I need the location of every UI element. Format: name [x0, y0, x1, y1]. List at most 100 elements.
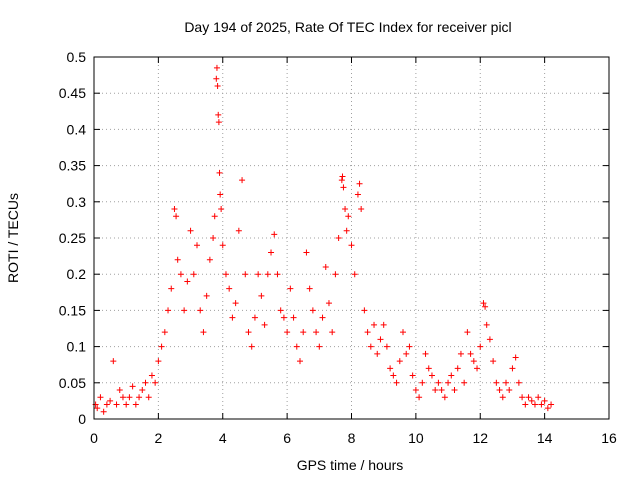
- data-point: [356, 180, 363, 187]
- data-point: [329, 329, 336, 336]
- data-point: [325, 300, 332, 307]
- data-point: [454, 365, 461, 372]
- data-point: [287, 285, 294, 292]
- data-point: [339, 173, 346, 180]
- x-tick-label: 0: [90, 430, 98, 446]
- data-point: [383, 343, 390, 350]
- data-point: [354, 191, 361, 198]
- data-point: [255, 271, 262, 278]
- data-point: [409, 372, 416, 379]
- data-point: [306, 285, 313, 292]
- data-point: [482, 303, 489, 310]
- data-point: [470, 358, 477, 365]
- data-point: [400, 329, 406, 336]
- data-point: [251, 314, 258, 321]
- data-point: [548, 401, 555, 408]
- data-point: [490, 358, 497, 365]
- data-point: [374, 350, 381, 357]
- data-point: [544, 405, 551, 412]
- y-tick-label: 0.3: [67, 194, 87, 210]
- data-point: [215, 119, 222, 126]
- data-point: [496, 387, 503, 394]
- data-point: [177, 271, 184, 278]
- data-point: [206, 256, 213, 263]
- data-point: [232, 300, 239, 307]
- data-point: [393, 379, 400, 386]
- data-point: [200, 329, 207, 336]
- data-point: [332, 271, 339, 278]
- data-point: [219, 242, 226, 249]
- data-point: [351, 271, 358, 278]
- data-point: [271, 231, 278, 238]
- tick-labels: 0 2 4 6 8 10 12 14 16 0 0.05 0.1 0.15 0.2 0.25 0.3 0.35 0…: [59, 49, 617, 446]
- x-tick-label: 2: [154, 430, 162, 446]
- y-tick-label: 0.4: [67, 121, 87, 137]
- data-point: [412, 387, 419, 394]
- data-point: [213, 75, 220, 82]
- data-point: [116, 387, 123, 394]
- data-point: [145, 394, 152, 401]
- y-axis-title: ROTI / TECUs: [5, 193, 21, 283]
- data-point: [103, 401, 110, 408]
- data-point: [428, 372, 435, 379]
- data-point: [155, 358, 162, 365]
- data-point: [268, 249, 275, 256]
- data-point: [171, 206, 178, 213]
- data-point: [113, 401, 120, 408]
- y-tick-label: 0.05: [59, 375, 86, 391]
- data-point: [235, 227, 242, 234]
- data-point: [509, 365, 516, 372]
- data-point: [480, 300, 487, 307]
- data-point: [94, 405, 101, 412]
- x-axis-title: GPS time / hours: [297, 457, 404, 473]
- data-point: [226, 285, 233, 292]
- data-point: [338, 177, 345, 184]
- data-point: [345, 213, 352, 220]
- x-tick-label: 6: [283, 430, 291, 446]
- data-point: [322, 263, 329, 270]
- data-point: [173, 213, 180, 220]
- chart-title: Day 194 of 2025, Rate Of TEC Index for r…: [184, 19, 511, 35]
- data-point: [216, 169, 223, 176]
- data-point: [522, 401, 529, 408]
- data-point: [264, 271, 271, 278]
- data-point: [194, 242, 200, 249]
- data-point: [358, 206, 365, 213]
- data-point: [319, 314, 326, 321]
- data-point: [387, 365, 394, 372]
- data-point: [343, 227, 350, 234]
- data-point: [161, 329, 168, 336]
- data-point: [261, 321, 268, 328]
- data-point: [445, 379, 452, 386]
- data-point: [467, 350, 474, 357]
- data-point: [474, 365, 481, 372]
- data-point: [515, 379, 522, 386]
- data-point: [335, 235, 342, 241]
- data-point: [197, 307, 204, 314]
- data-point: [168, 285, 175, 292]
- data-point: [309, 307, 316, 314]
- x-tick-label: 14: [537, 430, 553, 446]
- x-tick-label: 16: [601, 430, 617, 446]
- data-point: [535, 394, 542, 401]
- data-point: [538, 401, 545, 408]
- data-point: [190, 271, 197, 278]
- data-point: [486, 336, 493, 343]
- data-point: [126, 394, 133, 401]
- data-point: [316, 343, 323, 350]
- axis-ticks: [93, 56, 610, 420]
- x-tick-label: 4: [219, 430, 227, 446]
- data-point: [290, 314, 297, 321]
- data-point: [215, 111, 222, 118]
- data-point: [512, 354, 519, 361]
- data-point: [100, 408, 107, 415]
- data-point: [203, 292, 210, 299]
- data-point: [541, 397, 548, 404]
- data-point: [210, 235, 217, 241]
- data-point: [441, 394, 448, 401]
- data-point: [451, 387, 458, 394]
- data-point: [139, 387, 146, 394]
- data-point: [340, 184, 347, 191]
